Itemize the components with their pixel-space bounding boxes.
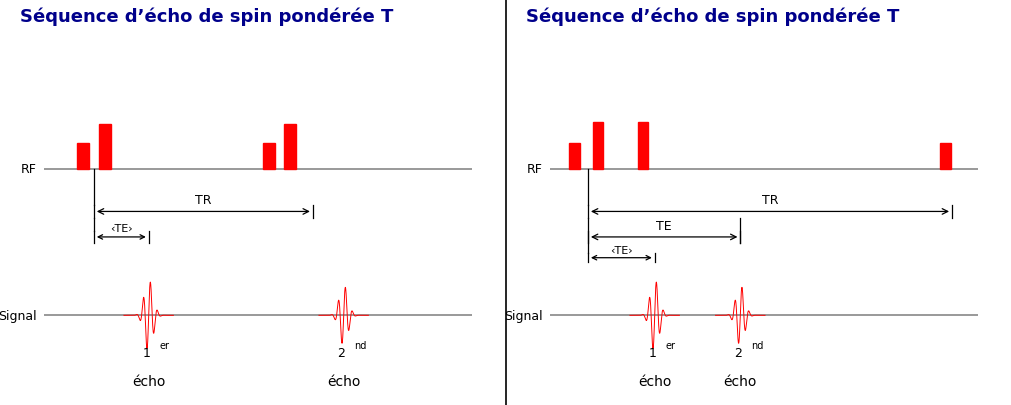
Text: écho: écho: [131, 374, 165, 388]
Bar: [637, 122, 648, 170]
Bar: [284, 124, 296, 170]
Text: TE: TE: [656, 220, 671, 232]
Text: 1: 1: [143, 345, 150, 359]
Bar: [939, 143, 949, 170]
Text: TR: TR: [195, 193, 211, 206]
Bar: [77, 143, 89, 170]
Text: Signal: Signal: [0, 309, 36, 322]
Text: RF: RF: [527, 163, 542, 176]
Text: nd: nd: [750, 340, 762, 350]
Text: Signal: Signal: [503, 309, 542, 322]
Text: écho: écho: [637, 374, 670, 388]
Bar: [592, 122, 603, 170]
Text: er: er: [159, 340, 169, 350]
Text: écho: écho: [723, 374, 756, 388]
Bar: [263, 143, 274, 170]
Bar: [568, 143, 579, 170]
Text: RF: RF: [21, 163, 36, 176]
Text: 2: 2: [733, 345, 741, 359]
Text: TR: TR: [761, 193, 777, 206]
Text: 2: 2: [337, 345, 345, 359]
Bar: [99, 124, 110, 170]
Text: Séquence d’écho de spin pondérée T: Séquence d’écho de spin pondérée T: [20, 8, 393, 26]
Text: nd: nd: [354, 340, 366, 350]
Text: er: er: [664, 340, 674, 350]
Text: 1: 1: [648, 345, 655, 359]
Text: Séquence d’écho de spin pondérée T: Séquence d’écho de spin pondérée T: [526, 8, 899, 26]
Text: écho: écho: [327, 374, 360, 388]
Text: ‹TE›: ‹TE›: [610, 245, 632, 255]
Text: ‹TE›: ‹TE›: [110, 224, 132, 234]
